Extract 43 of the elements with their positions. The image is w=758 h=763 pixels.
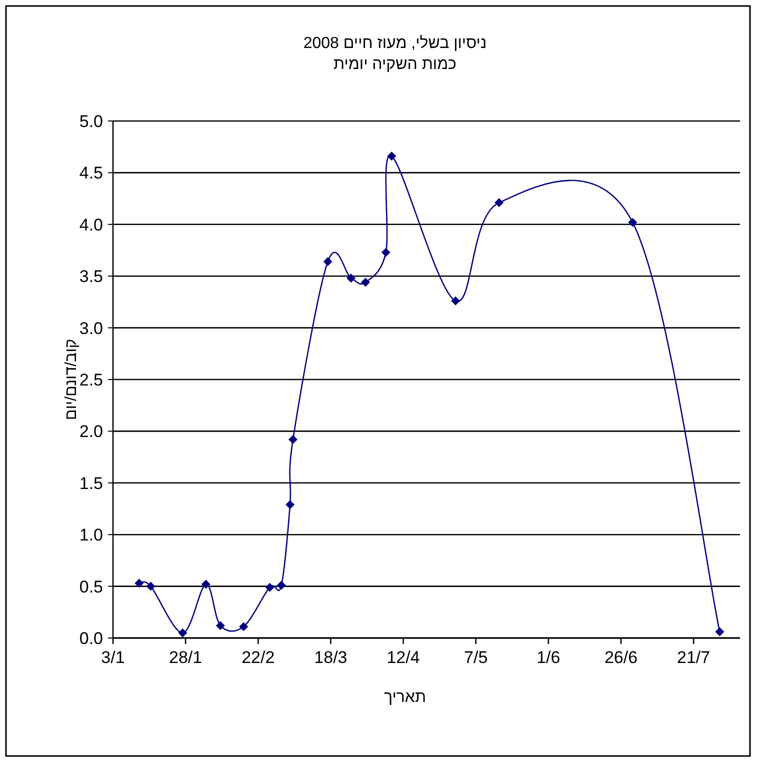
chart-title: ניסיון בשלי, מעוז חיים 2008 xyxy=(303,34,487,52)
x-tick-label: 3/1 xyxy=(101,648,125,667)
y-tick-label: 0.5 xyxy=(79,577,103,596)
point xyxy=(323,257,332,266)
point xyxy=(494,198,504,208)
point xyxy=(715,627,724,636)
chart-subtitle: כמות השקיה יומית xyxy=(334,56,456,73)
point xyxy=(381,248,390,257)
point xyxy=(201,580,210,589)
point xyxy=(239,622,248,632)
point xyxy=(265,582,274,592)
x-tick-label: 22/2 xyxy=(242,648,275,667)
point xyxy=(286,500,295,510)
point xyxy=(288,434,298,444)
y-tick-label: 3.5 xyxy=(79,267,103,286)
y-tick-label: 2.5 xyxy=(79,370,103,390)
point xyxy=(178,628,188,638)
point xyxy=(216,621,225,630)
x-tick-label: 21/7 xyxy=(677,648,710,667)
y-tick-label: 0.0 xyxy=(79,629,103,648)
y-axis-title: קוב/דונם/יום xyxy=(63,338,80,420)
point xyxy=(361,278,370,287)
point xyxy=(134,578,144,588)
y-tick-label: 1.5 xyxy=(79,474,103,493)
y-tick-label: 1.0 xyxy=(79,526,103,545)
x-tick-label: 12/4 xyxy=(386,648,420,667)
point xyxy=(628,218,638,227)
point xyxy=(451,296,460,306)
point xyxy=(387,152,396,161)
point xyxy=(276,580,286,590)
y-tick-label: 5.0 xyxy=(79,112,103,131)
x-tick-label: 28/1 xyxy=(169,648,202,667)
point xyxy=(346,274,356,283)
x-axis-title: תאריך xyxy=(384,689,426,706)
y-tick-label: 4.5 xyxy=(79,164,103,183)
y-tick-label: 4.0 xyxy=(79,215,103,234)
point xyxy=(146,582,156,591)
x-tick-label: 26/6 xyxy=(604,648,638,667)
x-tick-label: 18/3 xyxy=(314,648,348,667)
y-tick-label: 2.0 xyxy=(79,422,103,442)
x-tick-label: 1/6 xyxy=(536,648,560,667)
y-tick-label: 3.0 xyxy=(79,318,103,338)
x-tick-label: 7/5 xyxy=(464,648,488,667)
